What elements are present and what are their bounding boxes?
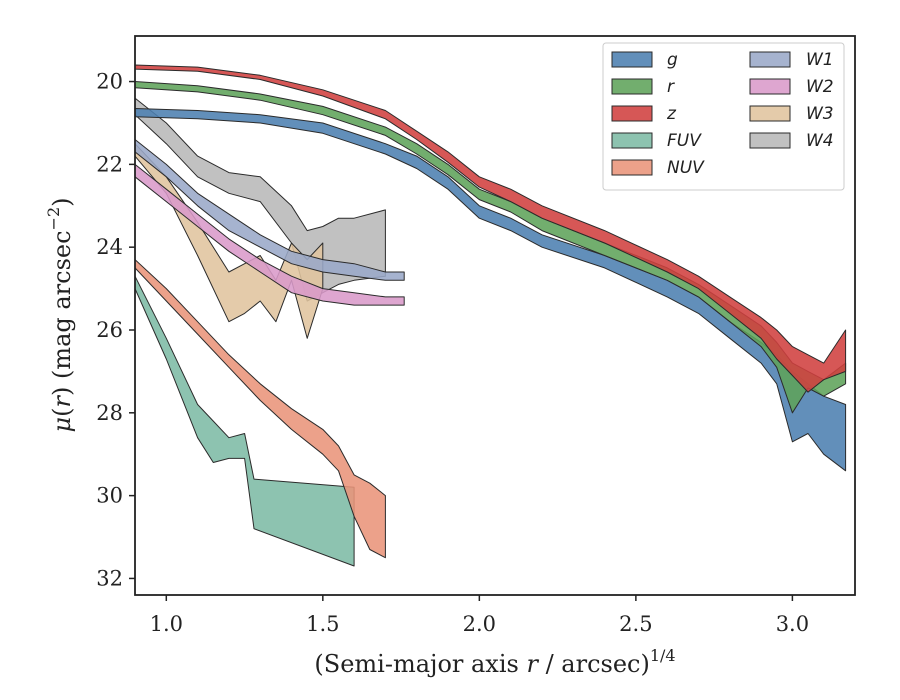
band-z bbox=[135, 64, 847, 393]
plot-frame bbox=[134, 35, 856, 596]
y-axis-ticks: 20 22 24 26 28 30 32 bbox=[96, 70, 135, 590]
y-tick-label: 20 bbox=[96, 70, 123, 94]
band-w2 bbox=[135, 163, 405, 306]
y-tick-label: 24 bbox=[96, 235, 123, 259]
legend-swatch-w1 bbox=[749, 51, 791, 68]
legend-swatch-r bbox=[611, 78, 653, 95]
legend-swatch-w2 bbox=[749, 78, 791, 95]
legend-label-w4: W4 bbox=[806, 131, 834, 151]
y-tick-label: 30 bbox=[96, 484, 123, 508]
legend-label-g: g bbox=[667, 50, 678, 70]
y-axis-label-paren: ( bbox=[48, 408, 76, 417]
y-tick-label: 22 bbox=[96, 152, 123, 176]
legend-label-z: z bbox=[666, 104, 677, 124]
x-axis-label-variable: r bbox=[526, 650, 539, 678]
y-axis-label-exponent: −2 bbox=[44, 207, 63, 231]
y-axis-label-variable: r bbox=[48, 395, 76, 408]
x-tick-label: 3.0 bbox=[776, 612, 809, 636]
y-axis-label: μ(r) (mag arcsec−2) bbox=[44, 197, 76, 432]
band-g bbox=[135, 108, 847, 472]
legend-label-r: r bbox=[667, 77, 675, 97]
y-tick-label: 26 bbox=[96, 318, 123, 342]
y-axis-label-close: ) bbox=[48, 197, 76, 206]
legend-label-fuv: FUV bbox=[667, 131, 702, 151]
x-tick-label: 1.0 bbox=[150, 612, 183, 636]
legend-label-w2: W2 bbox=[806, 77, 834, 97]
y-tick-label: 28 bbox=[96, 401, 123, 425]
legend-swatch-g bbox=[611, 51, 653, 68]
legend-label-nuv: NUV bbox=[667, 158, 705, 178]
band-r bbox=[135, 81, 847, 414]
x-axis-label-part-c: / arcsec) bbox=[538, 650, 650, 678]
x-tick-label: 2.5 bbox=[619, 612, 652, 636]
legend-label-w3: W3 bbox=[806, 104, 834, 124]
x-tick-label: 1.5 bbox=[306, 612, 339, 636]
legend: grz FUV NUV W1 W2 W3 W4 bbox=[602, 42, 845, 191]
x-tick-label: 2.0 bbox=[463, 612, 496, 636]
legend-swatch-w4 bbox=[749, 132, 791, 149]
band-fuv bbox=[135, 275, 355, 567]
band-nuv bbox=[135, 259, 386, 559]
legend-swatch-nuv bbox=[611, 159, 653, 176]
legend-swatch-z bbox=[611, 105, 653, 122]
legend-swatch-fuv bbox=[611, 132, 653, 149]
x-axis-label-part-a: (Semi-major axis bbox=[314, 650, 526, 678]
x-axis-ticks: 1.0 1.5 2.0 2.5 3.0 bbox=[150, 595, 809, 636]
y-axis-label-unit: ) (mag arcsec bbox=[48, 230, 76, 396]
plot-area bbox=[135, 64, 847, 567]
x-axis-label: (Semi-major axis r / arcsec)1/4 bbox=[314, 646, 675, 678]
y-tick-label: 32 bbox=[96, 566, 123, 590]
y-axis-label-symbol: μ bbox=[48, 417, 76, 433]
x-axis-label-exponent: 1/4 bbox=[650, 646, 676, 665]
legend-label-w1: W1 bbox=[806, 50, 834, 70]
band-w1 bbox=[135, 139, 405, 281]
legend-swatch-w3 bbox=[749, 105, 791, 122]
